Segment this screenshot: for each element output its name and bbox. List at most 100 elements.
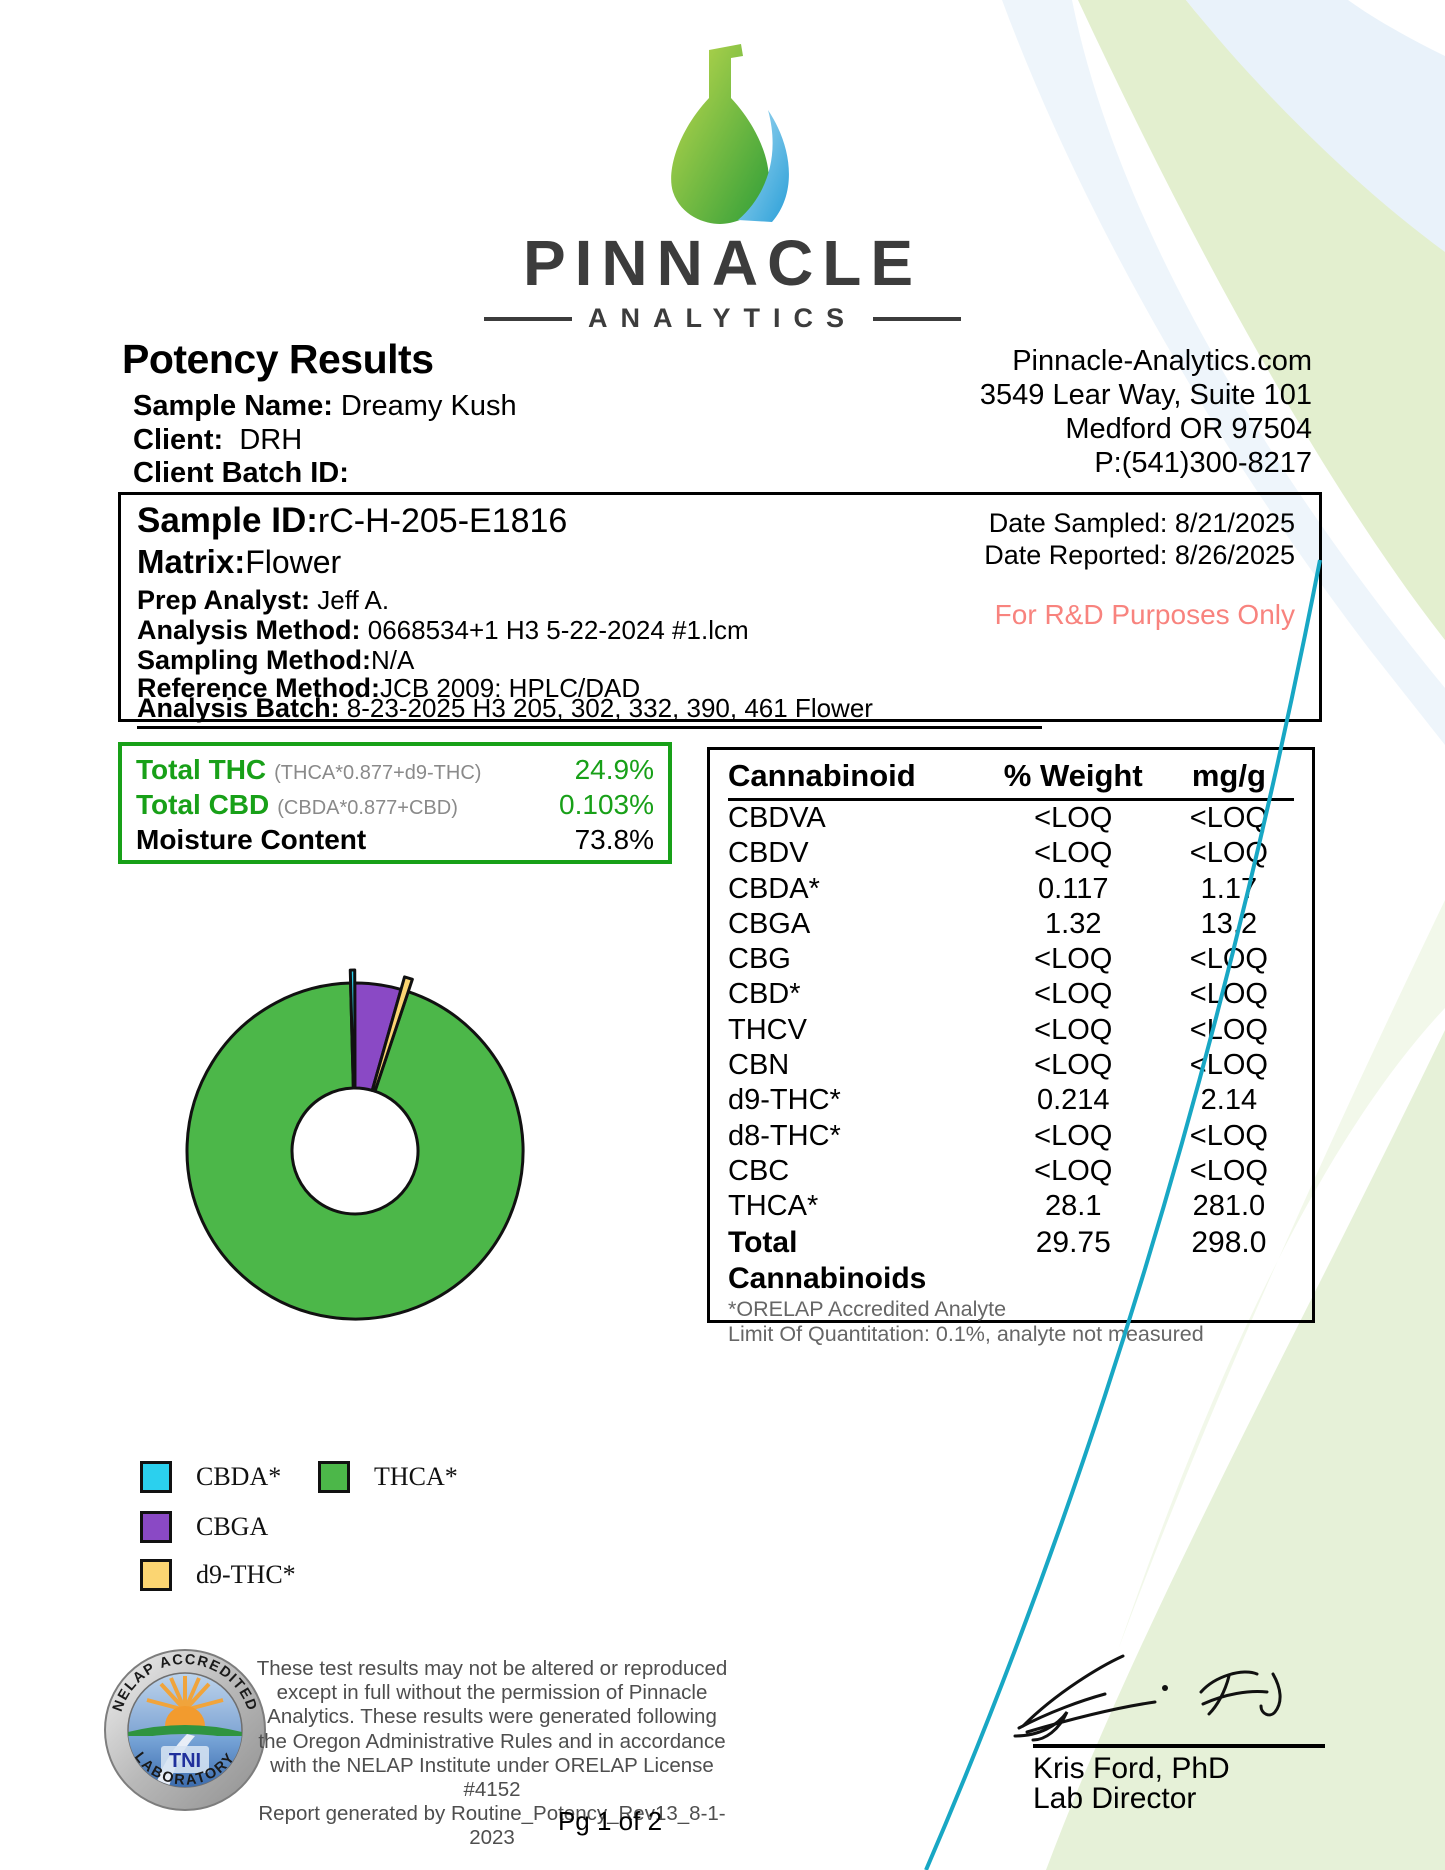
donut-slice-THCA* (185, 981, 525, 1321)
total-cbd-value: 0.103% (559, 789, 654, 820)
cannabinoid-value: 0.117 (1038, 872, 1109, 905)
cannabinoid-value: <LOQ (1189, 943, 1268, 976)
table-row: CBDA* 0.117 1.17 (728, 872, 1294, 907)
client-batch-label: Client Batch ID: (133, 457, 349, 489)
cannabinoid-name: CBDVA (728, 802, 826, 834)
matrix-value: Flower (245, 544, 342, 580)
analysis-batch-label: Analysis Batch: (137, 693, 340, 723)
swoosh-light-blue-band (1002, 0, 1445, 745)
legend-item-CBGA: CBGA (140, 1511, 268, 1543)
analysis-batch-value: 8-23-2025 H3 205, 302, 332, 390, 461 Flo… (339, 693, 873, 723)
seal-horizon (128, 1725, 242, 1740)
prep-analyst-value: Jeff A. (310, 585, 390, 615)
flask-blue-wave (738, 110, 789, 222)
sampling-method-value: N/A (370, 645, 415, 675)
table-row: d9-THC* 0.214 2.14 (728, 1083, 1294, 1118)
page-number: Pg 1 of 2 (557, 1806, 663, 1836)
signature-icon (1013, 1654, 1282, 1742)
donut-slice-CBDA* (348, 968, 357, 1090)
cannabinoid-value: <LOQ (1034, 1049, 1113, 1082)
cannabinoid-value: 1.32 (1045, 907, 1102, 940)
header-mgg: mg/g (1191, 758, 1266, 793)
cannabinoid-value: <LOQ (1189, 802, 1268, 834)
cannabinoid-value: <LOQ (1034, 837, 1113, 870)
table-row: CBGA 1.32 13.2 (728, 907, 1294, 942)
sample-id-line: Sample ID:rC-H-205-E1816 (137, 501, 567, 541)
sample-info-box: Sample ID:rC-H-205-E1816 Matrix:Flower P… (118, 492, 1322, 729)
legend-label: d9-THC* (196, 1560, 296, 1589)
nelap-accredited-seal: TNI NELAP ACCREDITED LABORATORY (104, 1649, 266, 1811)
table-footnote-1: *ORELAP Accredited Analyte (728, 1296, 1007, 1321)
disclaimer-line: except in full without the permission of… (276, 1681, 708, 1705)
cannabinoid-table-header: Cannabinoid % Weight mg/g (728, 758, 1294, 801)
header-weight: % Weight (1003, 758, 1143, 793)
cannabinoid-value: <LOQ (1189, 1049, 1268, 1082)
cannabinoid-value: <LOQ (1034, 802, 1113, 834)
brand-wordmark: PINNACLE (522, 227, 923, 299)
total-cbd-formula: (CBDA*0.877+CBD) (277, 797, 458, 819)
seal-sun (165, 1706, 205, 1726)
legend-item-THCA*: THCA* (318, 1461, 458, 1493)
sample-name-value: Dreamy Kush (332, 390, 517, 422)
cannabinoid-value: <LOQ (1034, 1119, 1113, 1152)
disclaimer-line: Report generated by Routine_Potency_Rev1… (258, 1802, 726, 1850)
cannabinoid-rows: CBDVA <LOQ <LOQ CBDV <LOQ <LOQ CBDA* 0.117 1.17 C… (728, 801, 1294, 1225)
signature-rule (1033, 1744, 1325, 1748)
reference-method-line: Reference Method:JCB 2009: HPLC/DAD (137, 673, 640, 704)
client-label: Client: (133, 424, 224, 456)
client-field: Client: DRH (133, 424, 302, 457)
cannabinoid-name: CBGA (728, 907, 811, 940)
cannabinoid-value: <LOQ (1189, 1119, 1268, 1152)
sample-name-field: Sample Name: Dreamy Kush (133, 390, 517, 423)
cannabinoid-name: CBN (728, 1049, 790, 1082)
table-row: CBC <LOQ <LOQ (728, 1154, 1294, 1189)
analysis-method-label: Analysis Method: (137, 615, 361, 645)
table-row: CBD* <LOQ <LOQ (728, 977, 1294, 1012)
matrix-line: Matrix:Flower (137, 543, 341, 581)
moisture-label: Moisture Content (136, 824, 367, 855)
seal-scene: TNI (128, 1676, 242, 1787)
cannabinoid-value: <LOQ (1034, 943, 1113, 976)
cannabinoid-value: <LOQ (1189, 837, 1268, 870)
legend-item-d9-THC*: d9-THC* (140, 1559, 296, 1591)
lab-address-block: Pinnacle-Analytics.com 3549 Lear Way, Su… (900, 344, 1312, 480)
cannabinoid-value: 2.14 (1200, 1084, 1258, 1117)
cannabinoid-name: CBDA* (728, 872, 820, 905)
flask-logo-icon (671, 44, 789, 224)
cannabinoid-table: Cannabinoid % Weight mg/g CBDVA <LOQ <LOQ C… (707, 747, 1315, 1346)
sample-dates-block: Date Sampled: 8/21/2025 Date Reported: 8… (875, 507, 1295, 571)
sampling-method-label: Sampling Method: (137, 645, 371, 675)
cannabinoid-value: <LOQ (1034, 978, 1113, 1011)
cannabinoid-value: <LOQ (1034, 1013, 1113, 1046)
cannabinoid-value: 281.0 (1192, 1190, 1266, 1223)
table-row: CBN <LOQ <LOQ (728, 1048, 1294, 1083)
disclaimer-line: the Oregon Administrative Rules and in a… (258, 1729, 726, 1753)
swoosh-pale-streak (1118, 900, 1445, 1650)
total-cbd-label: Total CBD (136, 789, 270, 820)
total-cbd-row: Total CBD (CBDA*0.877+CBD) 0.103% (136, 789, 654, 824)
brand-subtitle: ANALYTICS (587, 303, 858, 333)
prep-analyst-line: Prep Analyst: Jeff A. (137, 585, 389, 616)
cannabinoid-value: 1.17 (1200, 872, 1258, 905)
potency-summary-box: Total THC (THCA*0.877+d9-THC) 24.9% Tota… (118, 742, 672, 864)
cannabinoid-value: <LOQ (1189, 1013, 1268, 1046)
donut-slice-d9-THC* (370, 975, 414, 1093)
lab-phone: P:(541)300-8217 (1094, 447, 1312, 479)
date-sampled: Date Sampled: 8/21/2025 (988, 508, 1295, 538)
legend-swatch-icon (140, 1511, 172, 1543)
signer-title: Lab Director (1033, 1782, 1197, 1815)
sample-id-label: Sample ID: (137, 501, 318, 540)
sample-id-value: rC-H-205-E1816 (317, 502, 568, 540)
legend-label: CBDA* (196, 1462, 282, 1491)
swoosh-blue-band (1186, 0, 1445, 252)
seal-tni-text: TNI (169, 1750, 201, 1772)
disclaimer-line: These test results may not be altered or… (256, 1657, 728, 1680)
sample-name-label: Sample Name: (133, 390, 333, 422)
cannabinoid-donut-chart (185, 968, 525, 1321)
total-thc-formula: (THCA*0.877+d9-THC) (274, 762, 482, 784)
prep-analyst-label: Prep Analyst: (137, 585, 311, 615)
client-batch-field: Client Batch ID: (133, 457, 349, 490)
table-row: THCV <LOQ <LOQ (728, 1013, 1294, 1048)
legend-swatch-icon (318, 1461, 350, 1493)
